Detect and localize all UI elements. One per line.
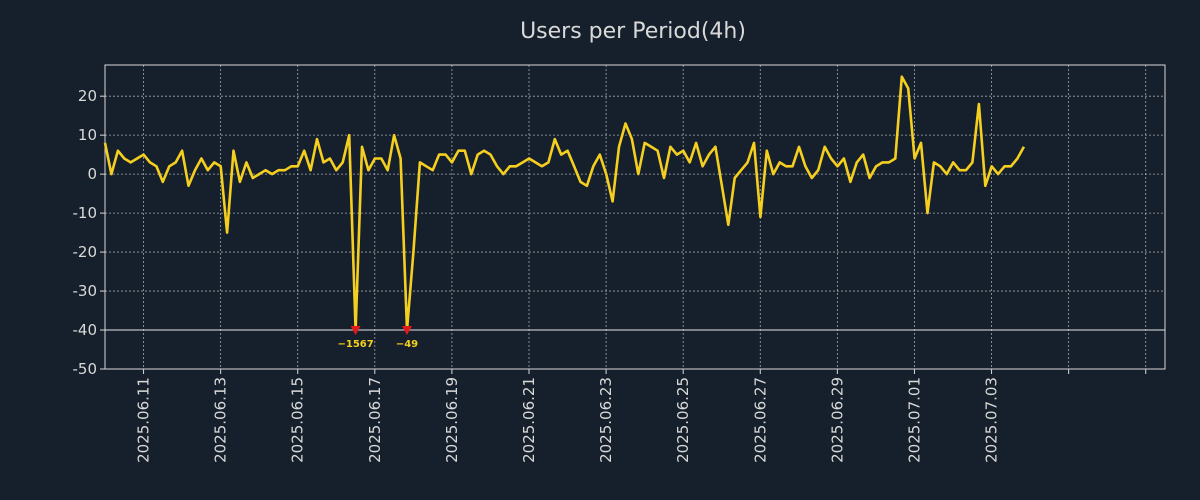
y-tick-label: -10 [73,204,98,222]
plot-frame [104,64,1166,370]
x-tick-label: 2025.06.17 [366,377,384,463]
chart-title: Users per Period(4h) [520,19,746,44]
outlier-marker [350,326,361,336]
outlier-label: −49 [396,339,418,350]
x-tick-label: 2025.06.19 [443,377,461,463]
y-tick-label: 10 [78,126,97,144]
x-tick-label: 2025.07.01 [905,377,923,463]
x-tick-label: 2025.06.23 [597,377,615,463]
outlier-label: −1567 [337,339,373,350]
x-tick-label: 2025.07.03 [983,377,1001,463]
x-tick-label: 2025.06.27 [751,377,769,463]
grid [105,65,1165,370]
x-tick-label: 2025.06.15 [289,377,307,463]
series-users [103,75,1026,332]
y-axis: 20 10 0 -10 -20 -30 -40 -50 [73,87,105,378]
x-tick-label: 2025.06.21 [520,377,538,463]
y-tick-label: 0 [87,165,97,183]
y-tick-label: -30 [73,282,98,300]
y-tick-label: -50 [73,360,98,378]
x-axis: 2025.06.11 2025.06.13 2025.06.15 2025.06.17… [135,369,1147,463]
series-line [103,75,1026,332]
x-tick-label: 2025.06.25 [674,377,692,463]
x-tick-label: 2025.06.29 [828,377,846,463]
outlier-marker [401,326,412,336]
x-tick-label: 2025.06.13 [212,377,230,463]
y-tick-label: -40 [73,321,98,339]
y-tick-label: -20 [73,243,98,261]
annotations: −1567 −49 [337,326,418,350]
y-tick-label: 20 [78,87,97,105]
x-tick-label: 2025.06.11 [135,377,153,463]
